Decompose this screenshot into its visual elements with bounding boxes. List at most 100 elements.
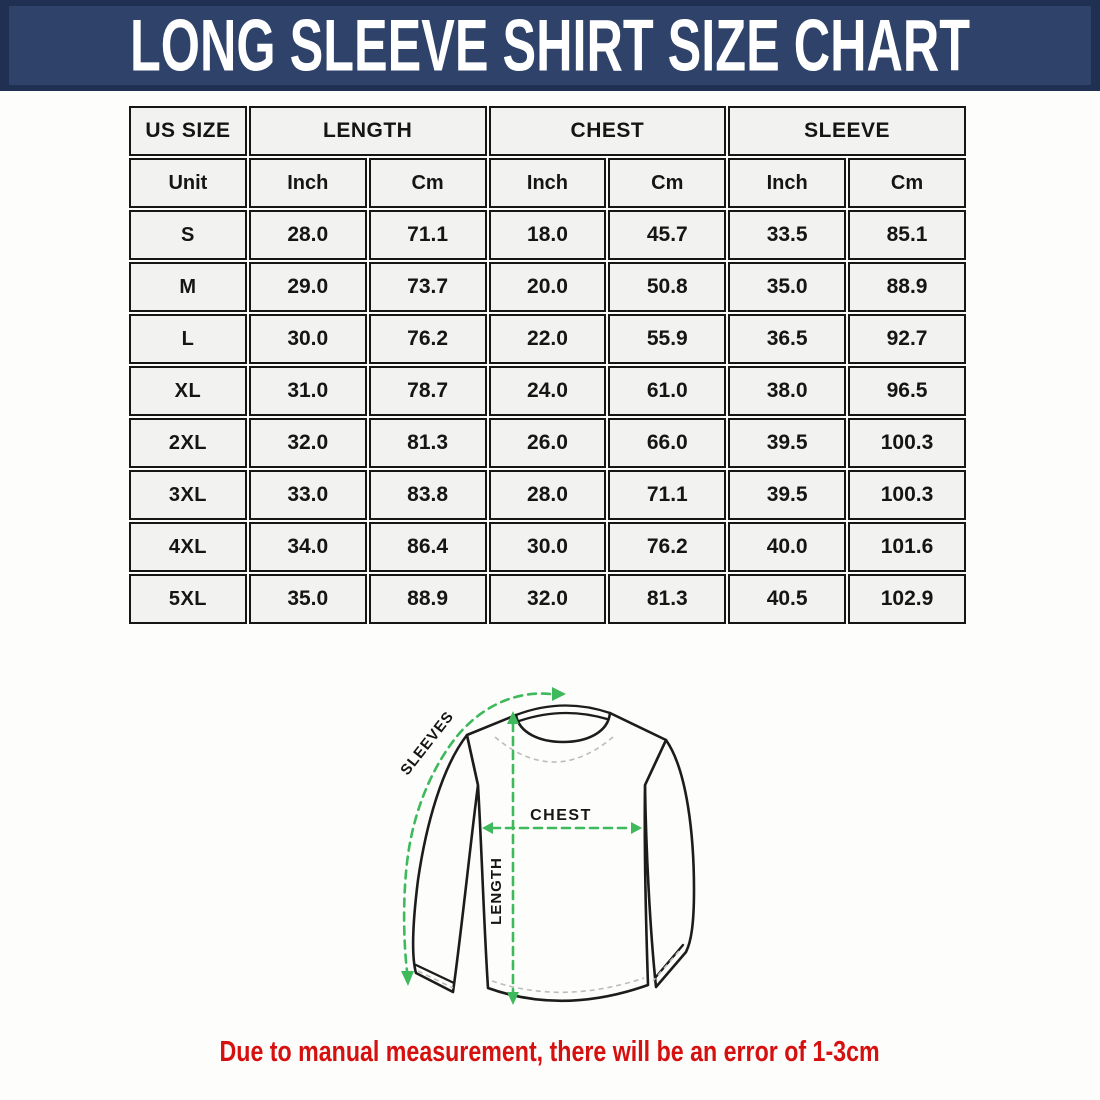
length-arrowhead-bottom bbox=[507, 992, 519, 1005]
shirt-left-sleeve-outline bbox=[411, 733, 480, 994]
table-row: M 29.0 73.7 20.0 50.8 35.0 88.9 bbox=[129, 262, 966, 312]
size-cell: L bbox=[129, 314, 247, 364]
value-cell: 38.0 bbox=[728, 366, 847, 416]
value-cell: 32.0 bbox=[488, 574, 607, 624]
collar-band-outer bbox=[514, 704, 612, 717]
disclaimer-row: Due to manual measurement, there will be… bbox=[0, 1036, 1100, 1069]
collar-band-inner bbox=[517, 711, 609, 723]
table-row: 5XL 35.0 88.9 32.0 81.3 40.5 102.9 bbox=[129, 574, 966, 624]
right-cuff-stitch bbox=[652, 950, 680, 982]
unit-cell: Unit bbox=[129, 158, 247, 208]
length-arrowhead-top bbox=[507, 711, 519, 724]
value-cell: 66.0 bbox=[608, 418, 727, 468]
value-cell: 88.9 bbox=[848, 262, 966, 312]
sleeves-arrowhead-bottom bbox=[401, 971, 414, 986]
length-label: LENGTH bbox=[488, 857, 505, 925]
disclaimer-text: Due to manual measurement, there will be… bbox=[219, 1036, 881, 1068]
title-banner: LONG SLEEVE SHIRT SIZE CHART bbox=[0, 0, 1100, 91]
value-cell: 88.9 bbox=[368, 574, 487, 624]
shirt-measurement-diagram: SLEEVES CHEST LENGTH bbox=[397, 687, 696, 1005]
chest-label: CHEST bbox=[530, 807, 592, 824]
value-cell: 33.0 bbox=[248, 470, 367, 520]
value-cell: 22.0 bbox=[488, 314, 607, 364]
value-cell: 76.2 bbox=[368, 314, 487, 364]
value-cell: 39.5 bbox=[728, 470, 847, 520]
value-cell: 55.9 bbox=[608, 314, 727, 364]
size-cell: S bbox=[129, 210, 247, 260]
shirt-body-outline bbox=[465, 711, 668, 1003]
table-row: 3XL 33.0 83.8 28.0 71.1 39.5 100.3 bbox=[129, 470, 966, 520]
unit-cell: Cm bbox=[608, 158, 727, 208]
table-group-header-row: US SIZE LENGTH CHEST SLEEVE bbox=[129, 106, 966, 156]
value-cell: 35.0 bbox=[728, 262, 847, 312]
value-cell: 32.0 bbox=[248, 418, 367, 468]
column-header-us-size: US SIZE bbox=[129, 106, 247, 156]
value-cell: 31.0 bbox=[248, 366, 367, 416]
value-cell: 36.5 bbox=[728, 314, 847, 364]
column-header-length: LENGTH bbox=[248, 106, 487, 156]
value-cell: 83.8 bbox=[368, 470, 487, 520]
value-cell: 73.7 bbox=[368, 262, 487, 312]
size-cell: XL bbox=[129, 366, 247, 416]
value-cell: 30.0 bbox=[488, 522, 607, 572]
value-cell: 45.7 bbox=[608, 210, 727, 260]
page-title: LONG SLEEVE SHIRT SIZE CHART bbox=[129, 4, 971, 87]
value-cell: 100.3 bbox=[848, 418, 966, 468]
chest-arrowhead-left bbox=[482, 822, 493, 834]
value-cell: 40.0 bbox=[728, 522, 847, 572]
unit-cell: Inch bbox=[248, 158, 367, 208]
value-cell: 26.0 bbox=[488, 418, 607, 468]
value-cell: 81.3 bbox=[608, 574, 727, 624]
value-cell: 81.3 bbox=[368, 418, 487, 468]
value-cell: 101.6 bbox=[848, 522, 966, 572]
column-header-chest: CHEST bbox=[488, 106, 727, 156]
size-chart-table: US SIZE LENGTH CHEST SLEEVE Unit Inch Cm… bbox=[127, 104, 968, 626]
left-cuff-seam bbox=[414, 963, 456, 985]
value-cell: 30.0 bbox=[248, 314, 367, 364]
table-row: L 30.0 76.2 22.0 55.9 36.5 92.7 bbox=[129, 314, 966, 364]
shirt-right-sleeve-outline bbox=[643, 738, 696, 989]
unit-cell: Cm bbox=[368, 158, 487, 208]
value-cell: 71.1 bbox=[608, 470, 727, 520]
value-cell: 29.0 bbox=[248, 262, 367, 312]
value-cell: 24.0 bbox=[488, 366, 607, 416]
table-row: S 28.0 71.1 18.0 45.7 33.5 85.1 bbox=[129, 210, 966, 260]
value-cell: 85.1 bbox=[848, 210, 966, 260]
unit-cell: Inch bbox=[728, 158, 847, 208]
value-cell: 86.4 bbox=[368, 522, 487, 572]
table-row: 2XL 32.0 81.3 26.0 66.0 39.5 100.3 bbox=[129, 418, 966, 468]
value-cell: 40.5 bbox=[728, 574, 847, 624]
hem-stitch bbox=[491, 977, 645, 994]
chest-arrowhead-right bbox=[631, 822, 642, 834]
value-cell: 96.5 bbox=[848, 366, 966, 416]
value-cell: 71.1 bbox=[368, 210, 487, 260]
value-cell: 50.8 bbox=[608, 262, 727, 312]
table-row: 4XL 34.0 86.4 30.0 76.2 40.0 101.6 bbox=[129, 522, 966, 572]
size-cell: 2XL bbox=[129, 418, 247, 468]
table-row: XL 31.0 78.7 24.0 61.0 38.0 96.5 bbox=[129, 366, 966, 416]
value-cell: 28.0 bbox=[488, 470, 607, 520]
value-cell: 102.9 bbox=[848, 574, 966, 624]
value-cell: 61.0 bbox=[608, 366, 727, 416]
size-cell: 3XL bbox=[129, 470, 247, 520]
size-cell: M bbox=[129, 262, 247, 312]
size-cell: 5XL bbox=[129, 574, 247, 624]
collar-stitch bbox=[494, 736, 614, 763]
table-unit-row: Unit Inch Cm Inch Cm Inch Cm bbox=[129, 158, 966, 208]
size-cell: 4XL bbox=[129, 522, 247, 572]
value-cell: 92.7 bbox=[848, 314, 966, 364]
unit-cell: Inch bbox=[488, 158, 607, 208]
value-cell: 33.5 bbox=[728, 210, 847, 260]
value-cell: 100.3 bbox=[848, 470, 966, 520]
left-cuff-stitch bbox=[417, 970, 454, 989]
value-cell: 76.2 bbox=[608, 522, 727, 572]
value-cell: 28.0 bbox=[248, 210, 367, 260]
unit-cell: Cm bbox=[848, 158, 966, 208]
sleeves-arrowhead-top bbox=[552, 687, 566, 701]
column-header-sleeve: SLEEVE bbox=[728, 106, 966, 156]
value-cell: 35.0 bbox=[248, 574, 367, 624]
value-cell: 34.0 bbox=[248, 522, 367, 572]
sleeves-measure-arrow bbox=[402, 692, 552, 973]
value-cell: 20.0 bbox=[488, 262, 607, 312]
value-cell: 39.5 bbox=[728, 418, 847, 468]
